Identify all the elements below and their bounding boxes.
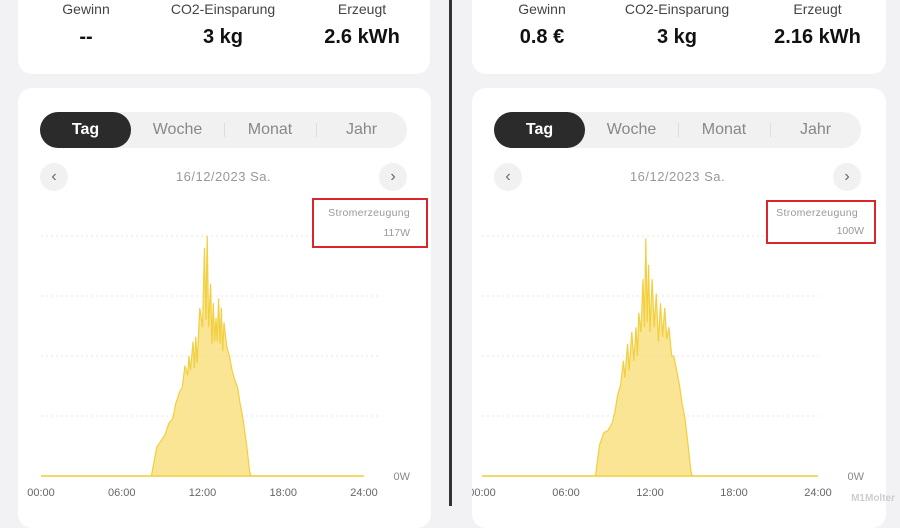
chevron-left-icon: ‹ xyxy=(505,168,511,185)
x-tick-label: 18:00 xyxy=(720,487,748,499)
tab-woche[interactable]: Woche xyxy=(606,121,657,138)
x-tick-label: 00:00 xyxy=(27,487,55,499)
tooltip: Stromerzeugung 117W xyxy=(312,198,428,248)
tab-separator xyxy=(770,123,771,137)
generation-chart[interactable]: 00:00 06:00 12:00 18:00 24:00 0W xyxy=(472,88,900,506)
stat-value: 3 kg xyxy=(656,26,698,48)
tab-separator xyxy=(678,123,679,137)
tab-monat[interactable]: Monat xyxy=(701,121,747,138)
stat-erzeugt: Erzeugt 2.6 kWh xyxy=(312,0,412,49)
chart-card: Tag Woche Monat Jahr ‹ 16/12/2023 Sa. › … xyxy=(18,88,431,528)
tooltip-title: Stromerzeugung xyxy=(328,207,410,219)
screen-divider xyxy=(449,0,452,506)
date-navigator: ‹ 16/12/2023 Sa. › xyxy=(40,163,407,193)
stat-label: Gewinn xyxy=(518,1,566,17)
generation-area xyxy=(41,235,364,477)
next-day-button[interactable]: › xyxy=(833,163,861,191)
prev-day-button[interactable]: ‹ xyxy=(494,163,522,191)
y-tick-label: 0W xyxy=(394,471,411,483)
stats-card: Gewinn -- CO2-Einsparung 3 kg Erzeugt 2.… xyxy=(18,0,430,74)
stat-value: -- xyxy=(79,26,93,48)
tab-tag[interactable]: Tag xyxy=(40,112,131,148)
x-tick-label: 06:00 xyxy=(108,487,136,499)
prev-day-button[interactable]: ‹ xyxy=(40,163,68,191)
tab-jahr[interactable]: Jahr xyxy=(799,121,832,138)
x-tick-label: 24:00 xyxy=(350,487,378,499)
stat-value: 3 kg xyxy=(202,26,244,48)
stat-value: 0.8 € xyxy=(519,26,565,48)
tooltip-value: 100W xyxy=(836,225,864,237)
chevron-right-icon: › xyxy=(844,168,850,185)
tab-tag[interactable]: Tag xyxy=(494,112,585,148)
stat-label: Erzeugt xyxy=(793,1,842,17)
tooltip-value: 117W xyxy=(383,227,410,239)
stat-co2: CO2-Einsparung 3 kg xyxy=(607,0,747,49)
stat-label: CO2-Einsparung xyxy=(170,1,276,17)
period-tabs: Tag Woche Monat Jahr xyxy=(494,112,861,148)
stat-gewinn: Gewinn 0.8 € xyxy=(502,0,582,49)
stat-gewinn: Gewinn -- xyxy=(46,0,126,49)
stat-label: Erzeugt xyxy=(337,1,387,17)
right-screen: Gewinn 0.8 € CO2-Einsparung 3 kg Erzeugt… xyxy=(452,0,900,528)
x-tick-label: 06:00 xyxy=(552,487,580,499)
tab-monat[interactable]: Monat xyxy=(247,121,293,138)
x-tick-label: 18:00 xyxy=(269,487,297,499)
watermark-logo: M1Molter xyxy=(851,493,895,504)
chart-card: Tag Woche Monat Jahr ‹ 16/12/2023 Sa. › … xyxy=(472,88,886,528)
tooltip-title: Stromerzeugung xyxy=(776,207,858,219)
generation-area xyxy=(482,238,818,477)
stats-card: Gewinn 0.8 € CO2-Einsparung 3 kg Erzeugt… xyxy=(472,0,886,74)
next-day-button[interactable]: › xyxy=(379,163,407,191)
stat-value: 2.16 kWh xyxy=(774,26,861,48)
date-navigator: ‹ 16/12/2023 Sa. › xyxy=(494,163,861,193)
stat-value: 2.6 kWh xyxy=(324,26,400,48)
date-label: 16/12/2023 Sa. xyxy=(175,169,272,184)
stat-label: Gewinn xyxy=(62,1,110,17)
x-tick-label: 12:00 xyxy=(189,487,217,499)
x-tick-label: 12:00 xyxy=(636,487,664,499)
x-tick-label: 00:00 xyxy=(472,487,496,499)
chevron-right-icon: › xyxy=(390,168,396,185)
tab-jahr[interactable]: Jahr xyxy=(345,121,378,138)
tab-separator xyxy=(316,123,317,137)
stat-label: CO2-Einsparung xyxy=(624,1,730,17)
tooltip: Stromerzeugung 100W xyxy=(766,200,876,244)
x-tick-label: 24:00 xyxy=(804,487,832,499)
stat-erzeugt: Erzeugt 2.16 kWh xyxy=(765,0,870,49)
stat-co2: CO2-Einsparung 3 kg xyxy=(153,0,293,49)
tab-separator xyxy=(224,123,225,137)
tab-woche[interactable]: Woche xyxy=(152,121,203,138)
left-screen: Gewinn -- CO2-Einsparung 3 kg Erzeugt 2.… xyxy=(0,0,449,528)
y-tick-label: 0W xyxy=(848,471,865,483)
generation-chart[interactable]: 00:00 06:00 12:00 18:00 24:00 0W xyxy=(18,88,449,506)
chevron-left-icon: ‹ xyxy=(51,168,57,185)
date-label: 16/12/2023 Sa. xyxy=(629,169,726,184)
period-tabs: Tag Woche Monat Jahr xyxy=(40,112,407,148)
